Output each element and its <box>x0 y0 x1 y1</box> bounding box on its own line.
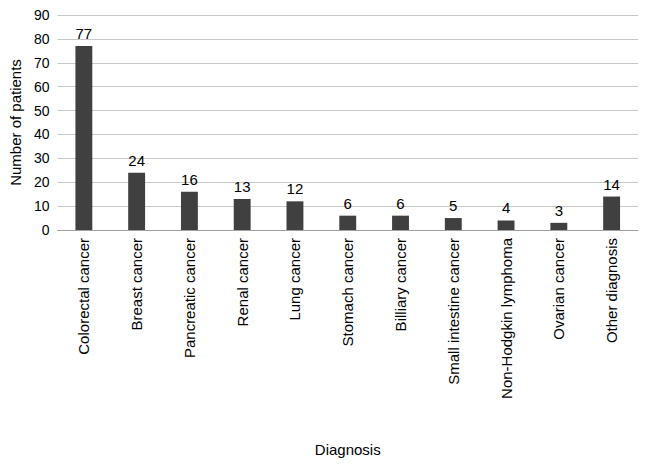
svg-text:12: 12 <box>287 180 304 197</box>
svg-text:30: 30 <box>34 150 50 166</box>
svg-text:5: 5 <box>449 197 457 214</box>
svg-text:10: 10 <box>34 198 50 214</box>
svg-text:Renal cancer: Renal cancer <box>234 238 251 326</box>
svg-text:4: 4 <box>502 199 510 216</box>
svg-text:0: 0 <box>42 222 50 238</box>
svg-text:Billiary cancer: Billiary cancer <box>392 238 409 331</box>
svg-text:14: 14 <box>603 176 620 193</box>
svg-text:Pancreatic cancer: Pancreatic cancer <box>181 238 198 358</box>
svg-text:80: 80 <box>34 31 50 47</box>
svg-text:Stomach cancer: Stomach cancer <box>339 238 356 346</box>
svg-text:6: 6 <box>396 195 404 212</box>
svg-text:Other diagnosis: Other diagnosis <box>603 238 620 343</box>
svg-text:Lung cancer: Lung cancer <box>286 238 303 321</box>
svg-text:Non-Hodgkin lymphoma: Non-Hodgkin lymphoma <box>498 237 515 399</box>
svg-text:6: 6 <box>344 195 352 212</box>
svg-text:Breast cancer: Breast cancer <box>128 238 145 331</box>
svg-text:20: 20 <box>34 174 50 190</box>
svg-text:40: 40 <box>34 126 50 142</box>
svg-text:Small intestine cancer: Small intestine cancer <box>445 238 462 385</box>
svg-text:13: 13 <box>234 178 251 195</box>
svg-text:Diagnosis: Diagnosis <box>315 441 381 458</box>
svg-text:3: 3 <box>555 202 563 219</box>
svg-text:Colorectal cancer: Colorectal cancer <box>75 238 92 355</box>
svg-text:90: 90 <box>34 7 50 23</box>
svg-text:Number of patients: Number of patients <box>7 59 24 186</box>
svg-text:16: 16 <box>181 171 198 188</box>
svg-text:Ovarian cancer: Ovarian cancer <box>550 238 567 340</box>
svg-text:70: 70 <box>34 55 50 71</box>
svg-text:24: 24 <box>128 152 145 169</box>
svg-text:50: 50 <box>34 103 50 119</box>
svg-text:60: 60 <box>34 79 50 95</box>
svg-text:77: 77 <box>76 25 93 42</box>
